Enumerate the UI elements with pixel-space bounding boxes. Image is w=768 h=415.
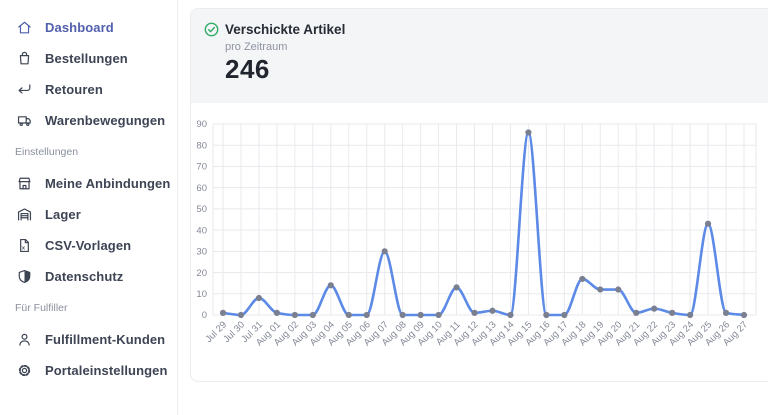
svg-text:20: 20 [196,268,207,279]
stat-subtitle: pro Zeitraum [225,41,288,53]
sidebar-item-meine-anbindungen[interactable]: Meine Anbindungen [0,168,177,199]
main-content: Verschickte Artikel pro Zeitraum 246 0 10… [178,0,768,415]
csv-file-icon: x [15,237,33,255]
store-icon [15,175,33,193]
sidebar-item-dashboard[interactable]: Dashboard [0,12,177,43]
svg-text:80: 80 [196,140,207,151]
svg-text:30: 30 [196,247,207,258]
sidebar-item-label: Dashboard [45,20,114,35]
svg-text:70: 70 [196,162,207,173]
sidebar-item-label: Lager [45,207,81,222]
bag-icon [15,50,33,68]
sidebar: Dashboard Bestellungen Retouren Warenbewegu… [0,0,178,415]
svg-text:10: 10 [196,289,207,300]
shield-icon [15,268,33,286]
svg-text:x: x [21,245,25,251]
home-icon [15,19,33,37]
sidebar-item-label: Fulfillment-Kunden [45,332,166,347]
sidebar-section-label: Einstellungen [15,146,79,158]
sidebar-item-datenschutz[interactable]: Datenschutz [0,261,177,292]
sidebar-item-label: Meine Anbindungen [45,176,171,191]
svg-text:90: 90 [196,119,207,130]
sidebar-item-lager[interactable]: Lager [0,199,177,230]
stat-card-header: Verschickte Artikel pro Zeitraum 246 [191,9,768,103]
sidebar-item-warenbewegungen[interactable]: Warenbewegungen [0,105,177,136]
sidebar-item-portaleinstellungen[interactable]: Portaleinstellungen [0,355,177,386]
sidebar-item-label: Retouren [45,82,103,97]
sidebar-item-label: Datenschutz [45,269,124,284]
user-icon [15,331,33,349]
return-arrow-icon [15,81,33,99]
stat-chart-card: Verschickte Artikel pro Zeitraum 246 0 10… [190,8,768,382]
gear-icon [15,362,33,380]
truck-icon [15,112,33,130]
stat-title: Verschickte Artikel [225,22,346,37]
svg-text:0: 0 [202,310,207,321]
sidebar-item-fulfillment-kunden[interactable]: Fulfillment-Kunden [0,324,177,355]
svg-text:50: 50 [196,204,207,215]
sidebar-item-label: Bestellungen [45,51,128,66]
sidebar-item-label: Portaleinstellungen [45,363,168,378]
stat-value: 246 [225,54,270,84]
sidebar-item-bestellungen[interactable]: Bestellungen [0,43,177,74]
svg-text:40: 40 [196,225,207,236]
sidebar-item-label: CSV-Vorlagen [45,238,132,253]
warehouse-icon [15,206,33,224]
sidebar-section-label: Für Fulfiller [15,302,68,314]
sidebar-item-retouren[interactable]: Retouren [0,74,177,105]
check-circle-icon [204,22,219,37]
line-chart: 0 10 20 30 40 50 60 70 80 90 Jul 29 Jul 30 Jul 31 Aug… [191,103,768,381]
svg-text:60: 60 [196,183,207,194]
sidebar-item-csv-vorlagen[interactable]: x CSV-Vorlagen [0,230,177,261]
sidebar-item-label: Warenbewegungen [45,113,166,128]
